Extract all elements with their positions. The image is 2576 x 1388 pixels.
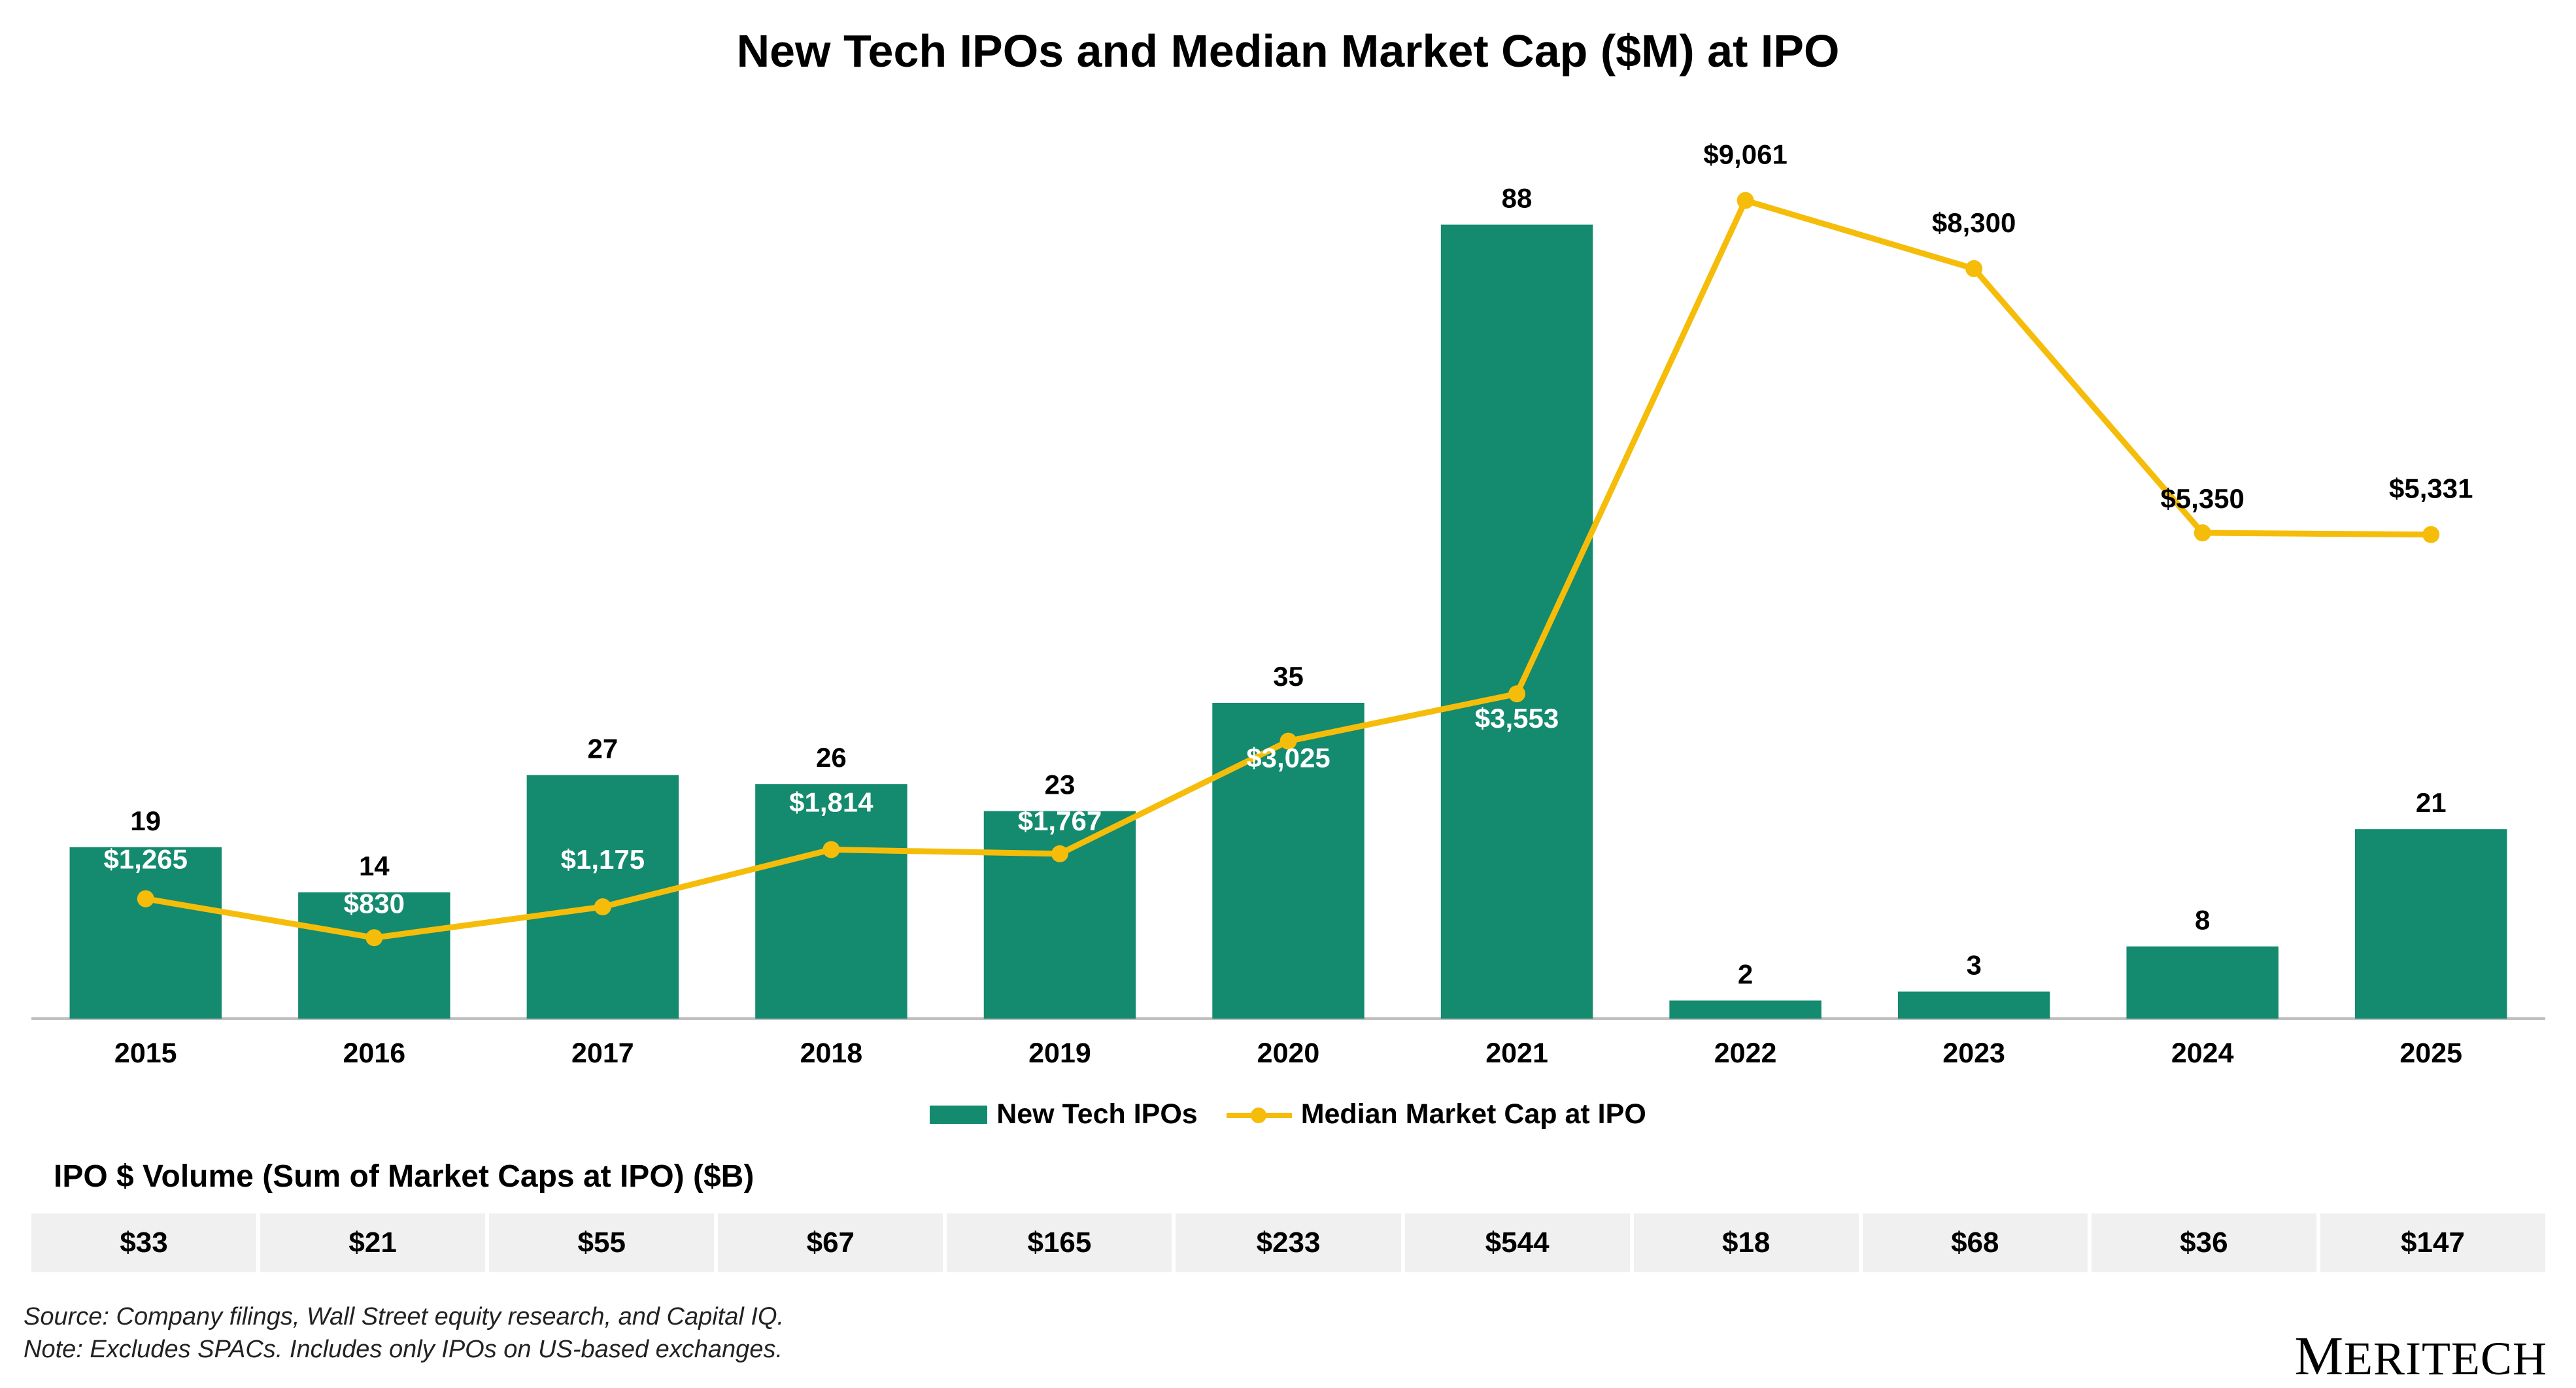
bar-label-2021: 88 xyxy=(1502,183,1533,214)
bar-2021 xyxy=(1440,224,1593,1019)
bar-label-2017: 27 xyxy=(588,733,619,764)
median-cap-point-2025 xyxy=(2422,526,2440,543)
bar-2022 xyxy=(1669,1000,1822,1019)
volume-table-title: IPO $ Volume (Sum of Market Caps at IPO)… xyxy=(54,1159,754,1194)
median-cap-label-2019: $1,767 xyxy=(1018,805,1102,836)
x-tick-2025: 2025 xyxy=(2399,1038,2462,1069)
bar-label-2025: 21 xyxy=(2416,787,2447,818)
bar-2023 xyxy=(1897,991,2050,1019)
x-tick-2019: 2019 xyxy=(1028,1038,1091,1069)
volume-cell-2018: $67 xyxy=(718,1213,947,1272)
median-cap-point-2023 xyxy=(1965,260,1983,277)
bar-2018 xyxy=(755,784,907,1019)
legend-line-swatch xyxy=(1226,1106,1292,1124)
x-tick-2021: 2021 xyxy=(1485,1038,1548,1069)
median-cap-point-2024 xyxy=(2194,524,2211,542)
chart-legend: New Tech IPOs Median Market Cap at IPO xyxy=(0,1098,2576,1130)
volume-cell-2020: $233 xyxy=(1176,1213,1405,1272)
volume-cell-2023: $68 xyxy=(1862,1213,2092,1272)
x-tick-2020: 2020 xyxy=(1257,1038,1320,1069)
median-cap-point-2017 xyxy=(594,898,611,916)
legend-item-market-cap: Median Market Cap at IPO xyxy=(1226,1098,1646,1130)
bar-2019 xyxy=(983,811,1136,1019)
median-cap-label-2025: $5,331 xyxy=(2389,473,2473,504)
x-tick-2022: 2022 xyxy=(1714,1038,1777,1069)
x-tick-2023: 2023 xyxy=(1942,1038,2005,1069)
median-cap-point-2016 xyxy=(365,929,383,947)
bar-label-2019: 23 xyxy=(1045,770,1076,800)
legend-label-ipos: New Tech IPOs xyxy=(996,1098,1198,1130)
bar-label-2023: 3 xyxy=(1966,950,1981,981)
bar-label-2016: 14 xyxy=(359,851,390,881)
bar-2024 xyxy=(2126,946,2279,1019)
median-cap-label-2018: $1,814 xyxy=(789,787,873,817)
x-tick-2018: 2018 xyxy=(800,1038,863,1069)
volume-cell-2019: $165 xyxy=(947,1213,1176,1272)
legend-item-ipos: New Tech IPOs xyxy=(930,1098,1198,1130)
volume-cell-2015: $33 xyxy=(31,1213,261,1272)
median-cap-point-2022 xyxy=(1737,192,1754,209)
volume-cell-2022: $18 xyxy=(1633,1213,1863,1272)
median-cap-point-2019 xyxy=(1051,845,1068,862)
median-cap-label-2020: $3,025 xyxy=(1246,743,1330,773)
volume-cell-2016: $21 xyxy=(260,1213,490,1272)
median-cap-label-2022: $9,061 xyxy=(1703,139,1787,170)
volume-cell-2017: $55 xyxy=(489,1213,719,1272)
median-cap-point-2018 xyxy=(822,841,840,858)
median-cap-label-2016: $830 xyxy=(344,888,405,919)
chart-title: New Tech IPOs and Median Market Cap ($M)… xyxy=(736,25,1840,76)
bar-label-2015: 19 xyxy=(130,805,161,836)
median-cap-point-2021 xyxy=(1508,685,1526,703)
median-cap-label-2021: $3,553 xyxy=(1475,703,1559,734)
bar-label-2024: 8 xyxy=(2195,905,2210,936)
median-cap-point-2015 xyxy=(137,890,154,907)
x-tick-2015: 2015 xyxy=(114,1038,177,1069)
bar-2016 xyxy=(298,892,450,1019)
bar-2017 xyxy=(526,775,679,1019)
source-note: Source: Company filings, Wall Street equ… xyxy=(24,1303,785,1330)
median-cap-label-2015: $1,265 xyxy=(104,844,188,875)
bar-label-2018: 26 xyxy=(816,742,847,773)
legend-bar-swatch xyxy=(930,1105,988,1124)
volume-cell-2021: $544 xyxy=(1404,1213,1634,1272)
median-cap-label-2017: $1,175 xyxy=(561,844,645,875)
median-cap-point-2020 xyxy=(1280,732,1297,750)
x-tick-2017: 2017 xyxy=(571,1038,634,1069)
bar-2025 xyxy=(2355,829,2507,1019)
median-cap-label-2023: $8,300 xyxy=(1932,207,2016,238)
median-cap-label-2024: $5,350 xyxy=(2160,483,2244,514)
exclusion-note: Note: Excludes SPACs. Includes only IPOs… xyxy=(24,1336,783,1363)
x-tick-2024: 2024 xyxy=(2171,1038,2234,1069)
bar-label-2022: 2 xyxy=(1738,958,1753,989)
bar-2015 xyxy=(69,847,222,1019)
bar-2020 xyxy=(1212,703,1364,1019)
bar-label-2020: 35 xyxy=(1273,661,1304,692)
x-tick-2016: 2016 xyxy=(343,1038,405,1069)
volume-cell-2025: $147 xyxy=(2320,1213,2546,1272)
volume-table: $33 $21 $55 $67 $165 $233 $544 $18 $68 $36 $147 xyxy=(31,1213,2546,1272)
legend-label-market-cap: Median Market Cap at IPO xyxy=(1300,1098,1646,1130)
meritech-logo: MERITECH xyxy=(2294,1326,2547,1387)
volume-cell-2024: $36 xyxy=(2091,1213,2320,1272)
